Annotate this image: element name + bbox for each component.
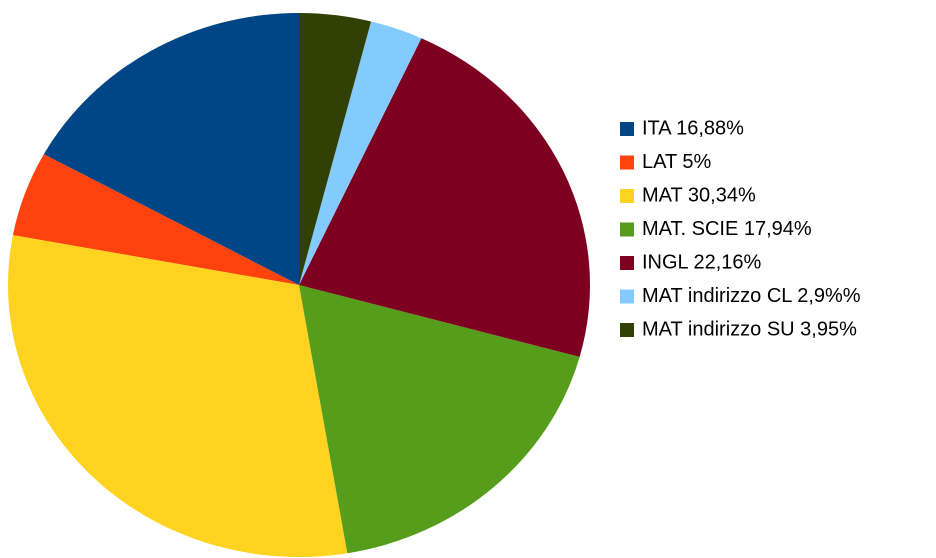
- legend-label: ITA 16,88%: [642, 117, 744, 139]
- pie-slice: [12, 154, 299, 285]
- legend-swatch: [620, 256, 634, 270]
- pie-slice: [299, 21, 422, 285]
- legend-label: INGL 22,16%: [642, 251, 762, 273]
- pie-slice: [7, 235, 348, 557]
- legend-label: MAT indirizzo CL 2,9%%: [642, 285, 861, 307]
- legend-label: LAT 5%: [642, 151, 712, 173]
- legend-swatch: [620, 323, 634, 337]
- legend-label: MAT. SCIE 17,94%: [642, 218, 812, 240]
- legend-label: MAT 30,34%: [642, 184, 756, 206]
- pie-slice: [43, 13, 299, 285]
- legend-swatch: [620, 289, 634, 304]
- legend-swatch: [620, 189, 634, 203]
- pie-slice: [299, 38, 591, 357]
- legend-swatch: [620, 222, 634, 237]
- pie-slice: [299, 13, 372, 285]
- legend-label: MAT indirizzo SU 3,95%: [642, 318, 857, 340]
- legend-swatch: [620, 155, 634, 170]
- pie-slice: [299, 285, 580, 554]
- legend-swatch: [620, 122, 634, 136]
